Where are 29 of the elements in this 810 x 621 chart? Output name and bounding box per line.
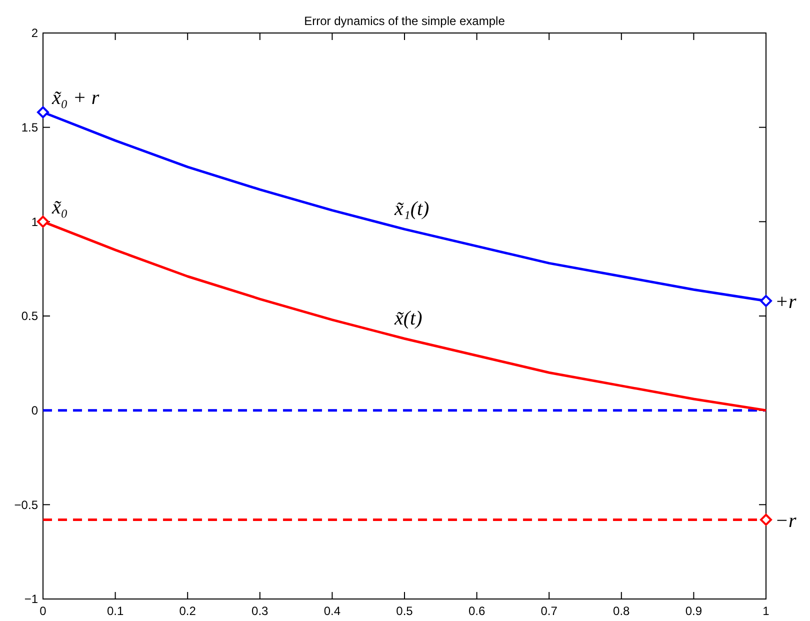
point xyxy=(760,514,772,526)
annotation: x̃₀ + r xyxy=(51,87,100,110)
y-tick-label: −0.5 xyxy=(14,498,38,512)
ref-line-label: −r xyxy=(775,510,796,532)
point xyxy=(37,216,49,228)
point xyxy=(760,294,772,307)
x-tick-label: 0.1 xyxy=(106,604,124,618)
y-tick-label: −1 xyxy=(24,592,38,606)
x-tick-label: 0.2 xyxy=(179,604,196,618)
y-tick-label: 2 xyxy=(31,26,38,40)
x-tick-label: 0.7 xyxy=(540,604,558,618)
y-tick-label: 1 xyxy=(31,214,38,229)
x-tick-label: 0.6 xyxy=(468,604,486,618)
y-tick-label: 0.5 xyxy=(21,309,38,324)
x-tick-label: 0.8 xyxy=(613,604,630,618)
y-tick-label: 1.5 xyxy=(21,120,38,135)
x-tick-label: 0.4 xyxy=(324,604,341,618)
annotation: x̃(t) xyxy=(394,308,423,330)
annotation: x̃₀ xyxy=(51,196,68,219)
point xyxy=(37,106,49,118)
x-tick-label: 0.5 xyxy=(396,604,414,618)
chart-title: Error dynamics of the simple example xyxy=(304,14,506,28)
x-tick-label: 0 xyxy=(40,604,47,618)
y-tick-label: 0 xyxy=(31,404,38,418)
x-tick-label: 0.9 xyxy=(685,604,702,618)
x-tick-label: 1 xyxy=(762,604,770,618)
annotation: +r xyxy=(775,290,796,313)
x-tick-label: 0.3 xyxy=(252,604,269,618)
annotation: x̃₁(t) xyxy=(394,198,430,220)
